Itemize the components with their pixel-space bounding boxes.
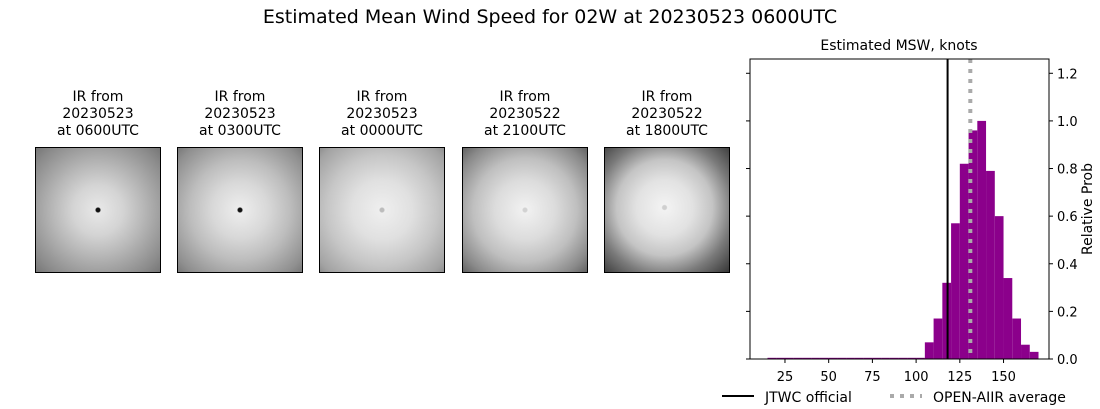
- ir-panel-caption-time: at 0600UTC: [57, 123, 139, 139]
- histogram-bar: [881, 357, 890, 359]
- histogram-bar: [767, 357, 777, 359]
- histogram-bars: [767, 120, 1039, 360]
- histogram-bar: [793, 357, 803, 359]
- x-tick-label: 50: [820, 370, 837, 385]
- histogram-bar: [1021, 344, 1030, 359]
- ir-panel-caption-line1: IR from: [499, 89, 551, 105]
- histogram-bar: [863, 357, 873, 359]
- ir-panel-caption-time: at 0300UTC: [199, 123, 281, 139]
- ir-panel-caption-date: 20230523: [346, 106, 418, 122]
- histogram-bar: [802, 357, 812, 359]
- ir-panel-caption-date: 20230523: [62, 106, 134, 122]
- ir-panel-caption-date: 20230523: [204, 106, 276, 122]
- y-tick-label: 1.2: [1057, 67, 1078, 82]
- ir-panel-caption-time: at 1800UTC: [626, 123, 708, 139]
- legend-openaiir-label: OPEN-AIIR average: [933, 390, 1066, 406]
- histogram-bar: [854, 357, 864, 359]
- ir-panel-5: IR from 20230522 at 1800UTC: [604, 89, 730, 273]
- reference-lines: [946, 59, 973, 359]
- legend-jtwc-label: JTWC official: [764, 390, 852, 406]
- histogram-bar: [828, 357, 838, 359]
- ir-satellite-image: [35, 147, 161, 273]
- histogram-bar: [1012, 318, 1022, 359]
- ir-panel-4: IR from 20230522 at 2100UTC: [462, 89, 588, 273]
- histogram-bar: [889, 357, 899, 359]
- y-tick-label: 0.0: [1057, 353, 1078, 368]
- ir-panel-2: IR from 20230523 at 0300UTC: [177, 89, 303, 273]
- histogram-bar: [977, 120, 987, 360]
- x-tick-label: 100: [904, 370, 929, 385]
- histogram-bar: [846, 357, 855, 359]
- x-tick-label: 75: [864, 370, 881, 385]
- ir-panel-caption: IR from 20230523 at 0600UTC: [35, 89, 161, 140]
- y-tick-label: 0.6: [1057, 210, 1078, 225]
- x-axis-ticks: 25 50 75 100 125 150: [777, 359, 1016, 385]
- ir-satellite-image: [462, 147, 588, 273]
- ir-panel-caption: IR from 20230522 at 1800UTC: [604, 89, 730, 140]
- ir-panel-caption: IR from 20230523 at 0000UTC: [319, 89, 445, 140]
- histogram-bar: [784, 357, 794, 359]
- x-tick-label: 25: [777, 370, 794, 385]
- figure-title: Estimated Mean Wind Speed for 02W at 202…: [262, 6, 838, 28]
- x-tick-label: 150: [991, 370, 1016, 385]
- chart-axes-frame: [749, 58, 1050, 360]
- chart-legend: JTWC official OPEN-AIIR average: [722, 390, 1066, 406]
- histogram-bar: [916, 357, 925, 359]
- histogram-bar: [986, 170, 995, 359]
- ir-panel-caption-line1: IR from: [72, 89, 124, 105]
- histogram-bar: [872, 357, 882, 359]
- ir-panel-3: IR from 20230523 at 0000UTC: [319, 89, 445, 273]
- chart-title: Estimated MSW, knots: [820, 38, 977, 54]
- ir-panel-caption: IR from 20230523 at 0300UTC: [177, 89, 303, 140]
- histogram-bar: [776, 357, 785, 359]
- ir-panel-caption-date: 20230522: [631, 106, 703, 122]
- y-axis-ticks: 0.0 0.2 0.4 0.6 0.8 1.0 1.2: [746, 67, 1078, 368]
- histogram-bar: [907, 357, 917, 359]
- histogram-bar: [994, 216, 1004, 359]
- histogram-bar: [924, 342, 934, 359]
- histogram-bar: [1003, 278, 1013, 359]
- ir-satellite-image: [319, 147, 445, 273]
- histogram-bar: [1029, 351, 1039, 359]
- ir-panel-caption-line1: IR from: [214, 89, 266, 105]
- histogram-bar: [819, 357, 829, 359]
- y-tick-label: 1.0: [1057, 115, 1078, 130]
- histogram-bar: [959, 163, 969, 359]
- histogram-bar: [933, 318, 943, 359]
- histogram-bar: [811, 357, 820, 359]
- ir-panel-caption-time: at 0000UTC: [341, 123, 423, 139]
- histogram-bar: [898, 357, 908, 359]
- y-tick-label: 0.4: [1057, 258, 1078, 273]
- ir-satellite-image: [604, 147, 730, 273]
- ir-panel-caption: IR from 20230522 at 2100UTC: [462, 89, 588, 140]
- y-tick-label: 0.2: [1057, 305, 1078, 320]
- histogram-bar: [968, 130, 978, 359]
- y-tick-label: 0.8: [1057, 163, 1078, 178]
- ir-panel-caption-date: 20230522: [489, 106, 561, 122]
- ir-panel-caption-line1: IR from: [641, 89, 693, 105]
- histogram-bar: [837, 357, 847, 359]
- x-tick-label: 125: [947, 370, 972, 385]
- ir-panel-caption-line1: IR from: [356, 89, 408, 105]
- histogram-bar: [951, 223, 960, 359]
- ir-panel-caption-time: at 2100UTC: [484, 123, 566, 139]
- ir-panel-1: IR from 20230523 at 0600UTC: [35, 89, 161, 273]
- y-axis-label: Relative Prob: [1080, 163, 1096, 255]
- ir-satellite-image: [177, 147, 303, 273]
